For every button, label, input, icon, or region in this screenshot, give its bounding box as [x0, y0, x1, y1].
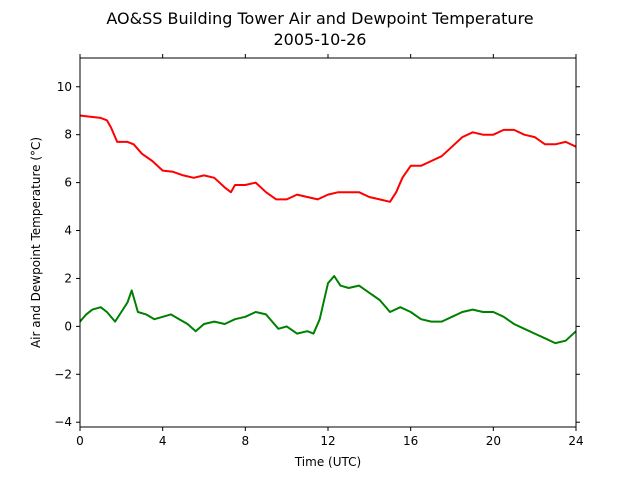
x-tick-label: 20: [486, 434, 501, 448]
y-tick-label: 10: [57, 80, 72, 94]
y-tick-label: 2: [64, 271, 72, 285]
x-tick-label: 4: [159, 434, 167, 448]
x-tick-label: 8: [242, 434, 250, 448]
y-tick-label: −4: [54, 415, 72, 429]
chart-title: AO&SS Building Tower Air and Dewpoint Te…: [106, 9, 533, 28]
y-tick-label: 4: [64, 224, 72, 238]
series-line-0: [79, 114, 577, 203]
x-tick-label: 12: [320, 434, 335, 448]
plot-frame: [79, 57, 577, 428]
y-tick-label: 8: [64, 128, 72, 142]
chart-subtitle: 2005-10-26: [274, 30, 367, 49]
y-axis-label: Air and Dewpoint Temperature (°C): [29, 137, 43, 348]
y-tick-label: −2: [54, 367, 72, 381]
series-line-1: [79, 275, 577, 345]
x-axis-label: Time (UTC): [294, 455, 361, 469]
plot-lines: [79, 114, 577, 345]
y-ticks: −4 −2 0 2 4 6 8 10: [54, 80, 580, 429]
y-tick-label: 6: [64, 176, 72, 190]
x-ticks: 0 4 8 12 16 20 24: [76, 54, 584, 448]
x-tick-label: 16: [403, 434, 418, 448]
x-tick-label: 24: [568, 434, 583, 448]
x-tick-label: 0: [76, 434, 84, 448]
y-tick-label: 0: [64, 319, 72, 333]
